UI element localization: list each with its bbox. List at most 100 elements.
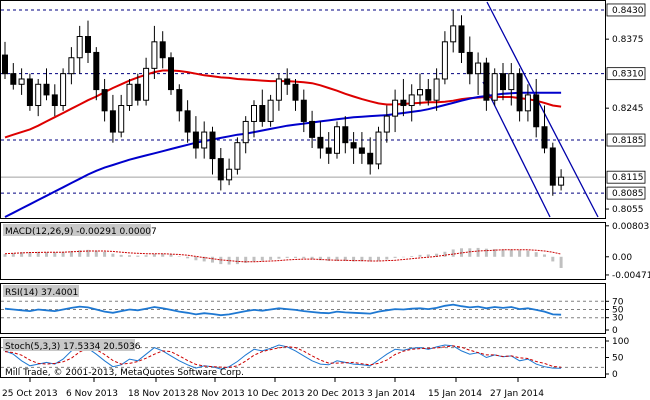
candle-body [134, 83, 141, 101]
candle-body [508, 73, 515, 91]
rsi-line [4, 303, 562, 317]
macd-histogram-bar [468, 248, 472, 257]
macd-histogram-bar [294, 256, 297, 258]
candle-body [300, 99, 307, 122]
candle-body [458, 25, 465, 53]
x-tick-label: 25 Oct 2013 [2, 389, 58, 399]
macd-histogram-bar [211, 256, 214, 263]
macd-title: MACD(12,26,9) -0.00291 0.00007 [5, 227, 157, 237]
candle-body [2, 54, 8, 75]
macd-histogram-bar [53, 252, 57, 257]
macd-layer [3, 247, 563, 268]
price-tag-box [606, 133, 646, 147]
macd-histogram-bar [260, 256, 264, 261]
stoch-tick-label: 100 [612, 337, 629, 347]
candle-body [151, 41, 158, 69]
macd-histogram-bar [501, 249, 505, 257]
candle-body [26, 78, 33, 107]
candle-body [475, 62, 482, 75]
stoch-layer [1, 344, 605, 370]
candle-body [217, 158, 224, 181]
candle-body [184, 110, 191, 133]
macd-histogram-bar [385, 256, 389, 260]
macd-histogram-bar [61, 251, 65, 257]
candle-body [533, 94, 540, 128]
blue-moving-average [4, 91, 562, 218]
stoch-title-bg [3, 339, 135, 351]
macd-histogram-bar [78, 250, 82, 257]
macd-histogram-bar [186, 256, 190, 259]
price-tag-label: 0.8310 [612, 70, 644, 80]
rsi-layer [1, 300, 605, 319]
macd-histogram-bar [451, 249, 455, 257]
macd-histogram-bar [244, 256, 248, 263]
candle-body [516, 73, 523, 112]
macd-histogram-bar [219, 256, 223, 265]
macd-histogram-bar [518, 250, 522, 257]
macd-histogram-bar [94, 250, 98, 257]
candle-body [101, 89, 108, 112]
macd-histogram-bar [152, 254, 156, 257]
candle-body [500, 73, 506, 91]
macd-histogram-bar [484, 248, 488, 257]
price-tag-label: 0.8430 [612, 6, 644, 16]
rsi-tick-label: 50 [612, 306, 624, 316]
macd-title-bg [3, 224, 151, 236]
macd-histogram-bar [86, 249, 90, 257]
candle-body [109, 110, 116, 133]
macd-histogram-bar [543, 254, 546, 257]
candle-body [68, 57, 75, 75]
macd-histogram-bar [169, 254, 173, 257]
x-tick-label: 18 Nov 2013 [128, 389, 186, 399]
macd-histogram-bar [277, 256, 281, 259]
stoch-tick-label: 50 [612, 354, 624, 364]
x-tick-label: 27 Jan 2014 [490, 389, 544, 399]
x-tick-label: 6 Nov 2013 [66, 389, 118, 399]
macd-histogram-bar [69, 251, 73, 257]
candle-body [350, 142, 357, 149]
macd-histogram-bar [269, 256, 273, 260]
candle-body [292, 83, 299, 101]
candle-body [325, 147, 332, 154]
price-tag-label: 0.8185 [612, 136, 644, 146]
x-tick-label: 10 Dec 2013 [247, 389, 305, 399]
candle-body [408, 94, 415, 107]
candle-body [51, 94, 58, 107]
macd-histogram-bar [202, 256, 206, 262]
macd-histogram-bar [352, 256, 356, 262]
candle-body [541, 126, 548, 149]
candle-body [118, 105, 125, 133]
candle-body [524, 94, 531, 112]
x-tick-label: 28 Nov 2013 [187, 389, 245, 399]
macd-histogram-bar [410, 256, 414, 257]
x-tick-label: 3 Jan 2014 [367, 389, 415, 399]
macd-histogram-bar [136, 255, 140, 257]
candle-body [126, 83, 133, 107]
candle-body [441, 41, 448, 80]
macd-histogram-bar [343, 256, 347, 262]
price-tag-label: 0.8085 [612, 189, 644, 199]
candle-body [60, 73, 67, 107]
x-tick-label: 15 Jan 2014 [428, 389, 482, 399]
price-tag-label: 0.8115 [612, 173, 644, 183]
candle-body [209, 131, 216, 160]
macd-histogram-bar [161, 253, 165, 257]
macd-histogram-bar [551, 256, 555, 262]
axis-layer: 0.8430 0.8375 0.8310 0.8245 0.8185 0.8115 0.80… [2, 3, 650, 399]
macd-histogram-bar [435, 253, 439, 257]
x-tick-label: 20 Dec 2013 [307, 389, 365, 399]
candle-body [234, 142, 241, 170]
price-layer [1, 1, 605, 218]
macd-histogram-bar [493, 249, 497, 257]
macd-histogram-bar [418, 254, 422, 257]
channel-upper-line [486, 1, 599, 218]
candle-body [400, 99, 407, 107]
candle-body [425, 89, 432, 101]
price-tick-label: 0.8055 [612, 205, 644, 215]
macd-histogram-bar [194, 256, 198, 261]
candle-body [259, 105, 266, 122]
copyright: Mill Trade, © 2001-2013, MetaQuotes Soft… [5, 368, 244, 378]
candle-body [317, 136, 324, 149]
candle-body [433, 78, 440, 101]
macd-histogram-bar [11, 252, 15, 257]
